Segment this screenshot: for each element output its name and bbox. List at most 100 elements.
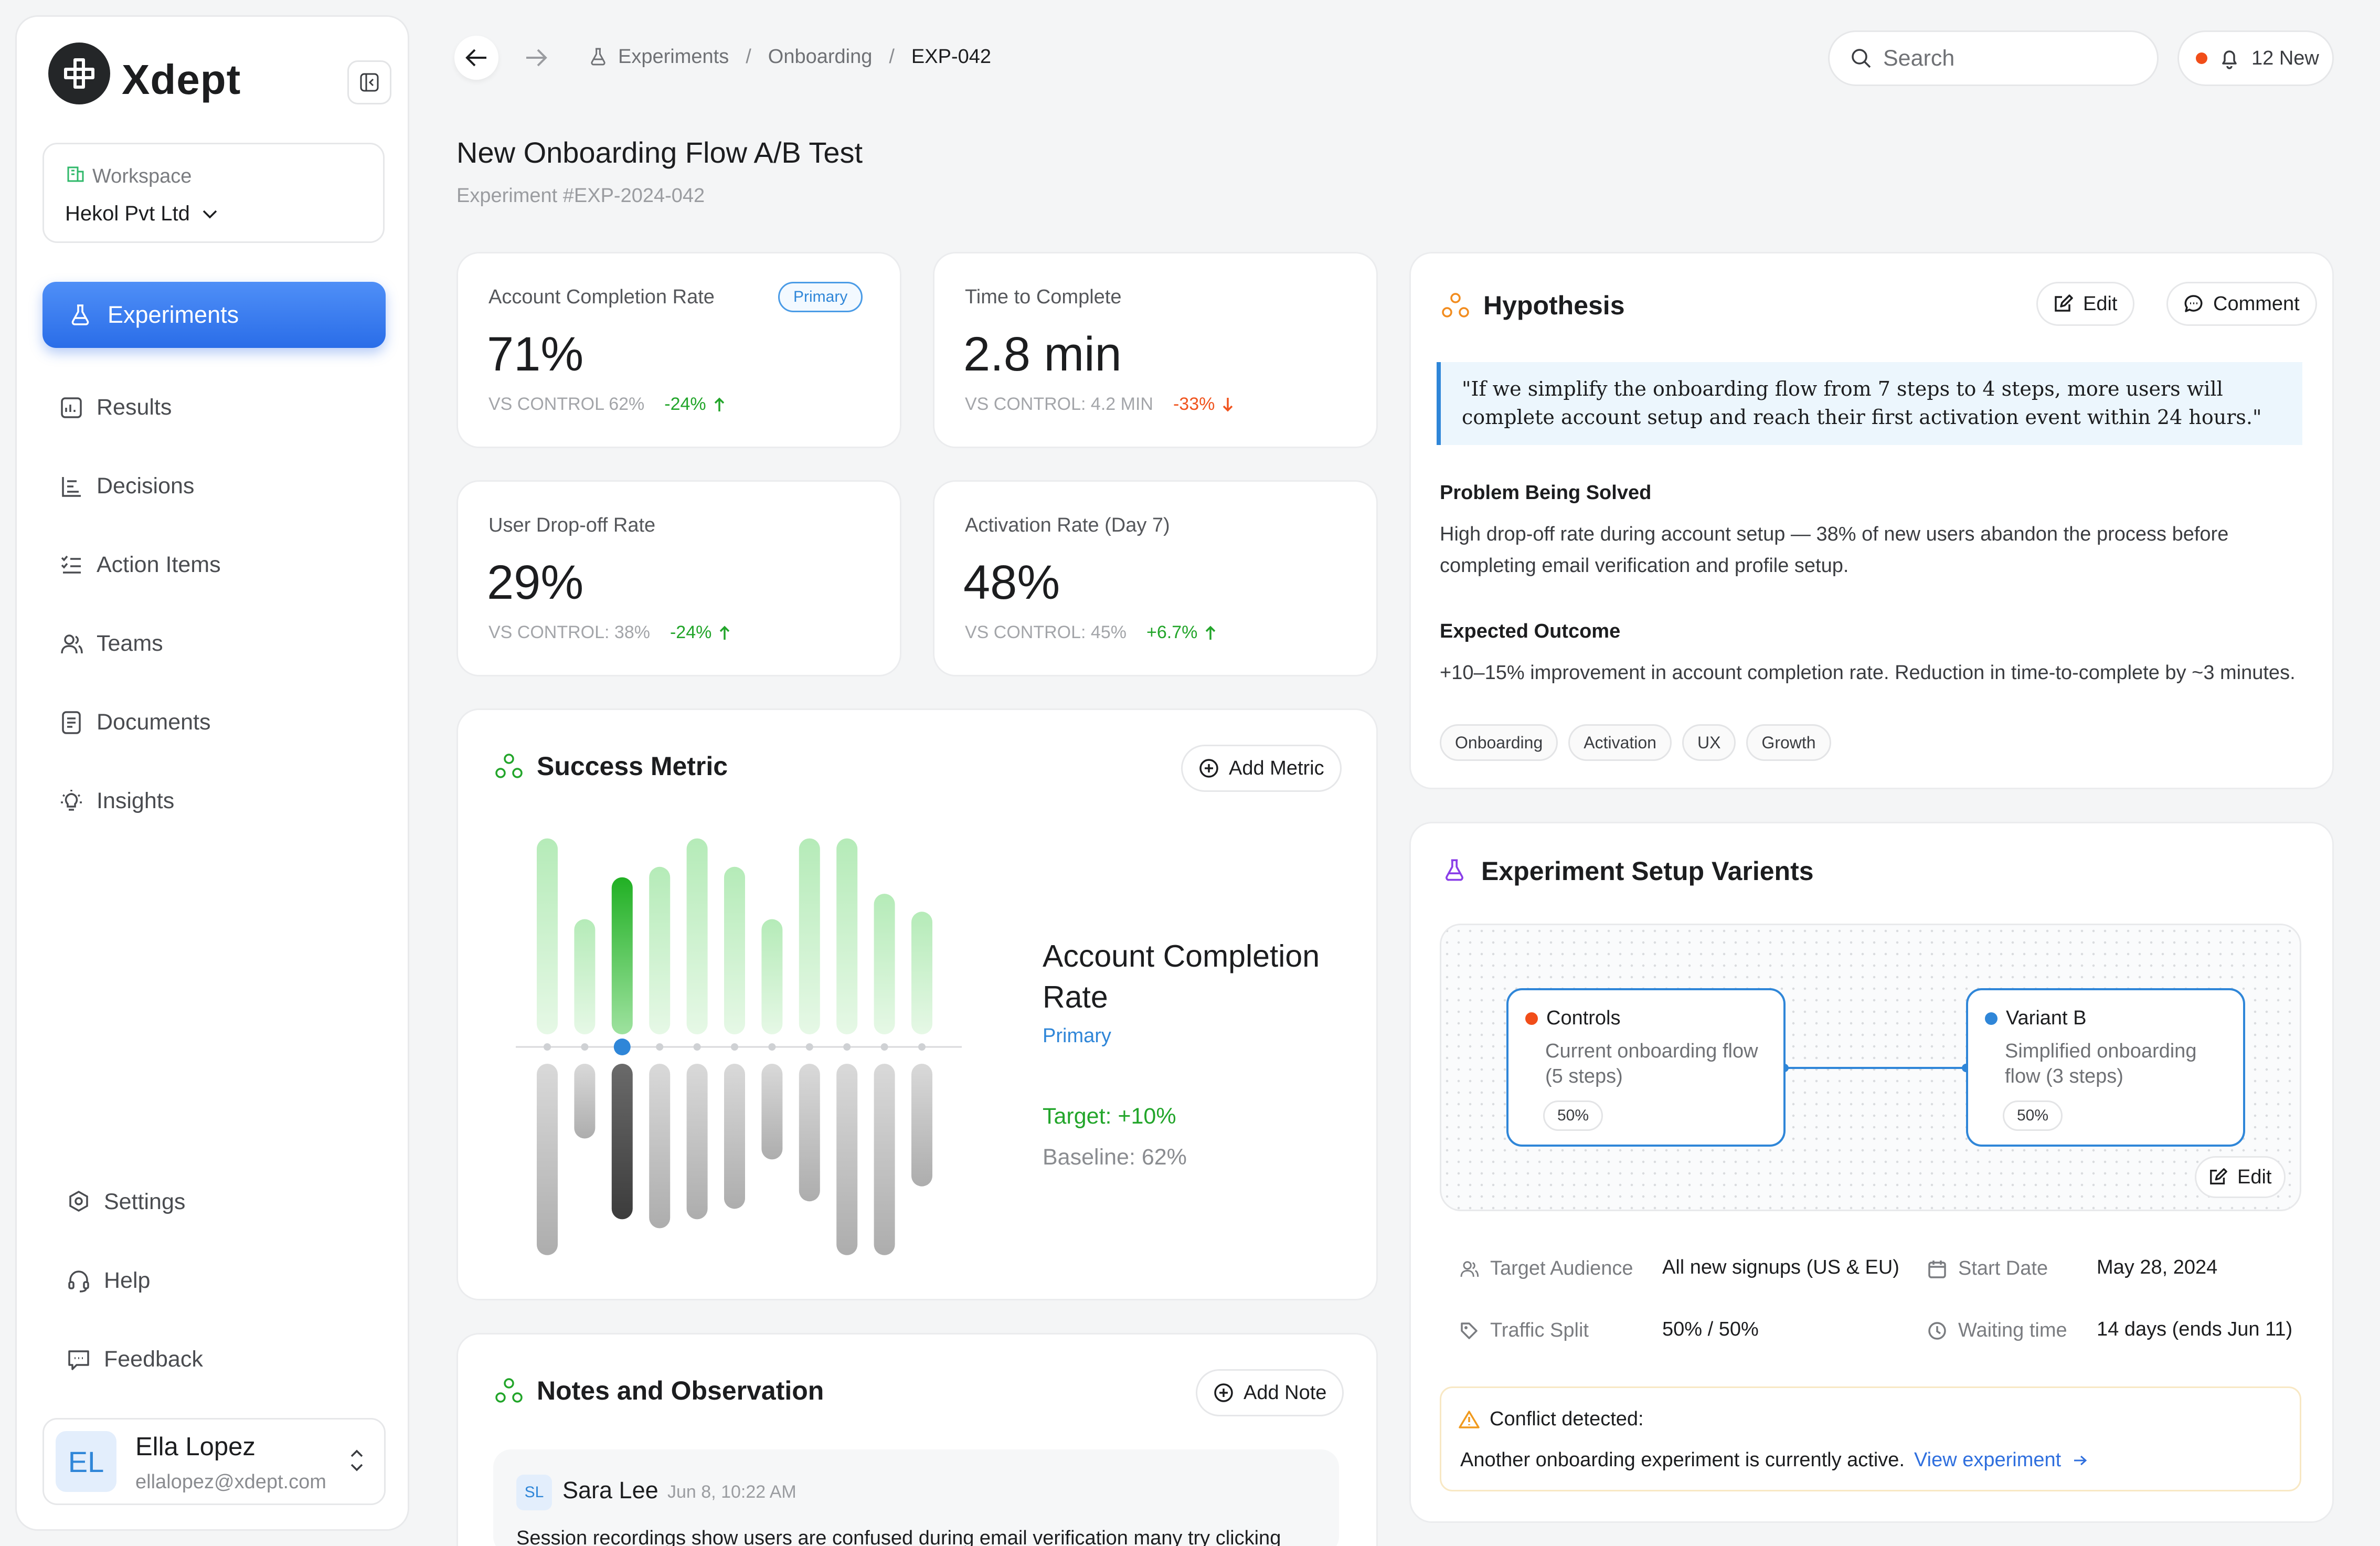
- metric-card-time-to-complete: Time to Complete 2.8 min VS CONTROL: 4.2…: [933, 252, 1378, 448]
- setup-title: Experiment Setup Varients: [1481, 856, 1814, 886]
- notifications-button[interactable]: 12 New: [2177, 30, 2334, 86]
- chart-bar-lower[interactable]: [761, 1064, 783, 1160]
- settings-icon: [69, 1190, 88, 1212]
- comment-button[interactable]: Comment: [2166, 282, 2317, 326]
- metric-delta-value: -33%: [1173, 394, 1215, 414]
- chart-bar-lower[interactable]: [799, 1064, 820, 1202]
- metric-label: Account Completion Rate: [488, 286, 715, 308]
- breadcrumb-item-onboarding[interactable]: Onboarding: [768, 45, 873, 68]
- variant-node-controls[interactable]: Controls Current onboarding flow (5 step…: [1506, 988, 1786, 1147]
- collapse-sidebar-button[interactable]: [347, 60, 391, 104]
- tag-ux[interactable]: UX: [1682, 724, 1736, 761]
- hypothesis-title: Hypothesis: [1483, 291, 1625, 320]
- chart-bar-upper[interactable]: [799, 838, 820, 1034]
- metric-target: Target: +10%: [1043, 1104, 1176, 1129]
- chart-bar-upper[interactable]: [911, 912, 932, 1034]
- chart-bar-lower[interactable]: [911, 1064, 932, 1187]
- view-experiment-link[interactable]: View experiment: [1914, 1449, 2088, 1471]
- chart-bar-upper[interactable]: [836, 838, 858, 1034]
- sidebar-item-experiments[interactable]: Experiments: [42, 282, 386, 348]
- sidebar-item-action-items[interactable]: Action Items: [59, 552, 221, 578]
- back-button[interactable]: [454, 36, 498, 80]
- sidebar-item-label: Experiments: [108, 301, 239, 328]
- sidebar-item-teams[interactable]: Teams: [59, 631, 163, 656]
- tag-onboarding[interactable]: Onboarding: [1440, 724, 1558, 761]
- calendar-icon: [1928, 1260, 1946, 1278]
- target-audience-value: All new signups (US & EU): [1662, 1256, 1899, 1278]
- user-profile-card[interactable]: EL Ella Lopez ellalopez@xdept.com: [42, 1418, 386, 1505]
- sidebar-item-label: Feedback: [104, 1347, 203, 1372]
- chart-bar-upper[interactable]: [761, 919, 783, 1034]
- success-metric-header: Success Metric: [495, 751, 728, 781]
- variant-name: Variant B: [2006, 1007, 2087, 1029]
- outcome-label: Expected Outcome: [1440, 620, 1621, 642]
- arrow-up-icon: [714, 397, 724, 411]
- workspace-selector[interactable]: Workspace Hekol Pvt Ltd: [42, 143, 385, 243]
- chart-bar-upper[interactable]: [686, 838, 708, 1034]
- metric-compare: VS CONTROL: 45%: [965, 622, 1127, 642]
- chart-bar-lower[interactable]: [649, 1064, 671, 1229]
- chart-bar-lower[interactable]: [836, 1064, 858, 1255]
- problem-text: High drop-off rate during account setup …: [1440, 523, 2229, 577]
- metric-baseline: Baseline: 62%: [1043, 1145, 1187, 1170]
- app-name: Xdept: [122, 56, 241, 103]
- chart-bar-upper[interactable]: [724, 866, 745, 1034]
- sidebar-item-label: Documents: [97, 710, 211, 735]
- add-note-button[interactable]: Add Note: [1196, 1369, 1344, 1416]
- metric-card-drop-off: User Drop-off Rate 29% VS CONTROL: 38% -…: [456, 480, 901, 676]
- sidebar-item-decisions[interactable]: Decisions: [59, 473, 194, 499]
- sidebar-item-insights[interactable]: Insights: [59, 788, 174, 814]
- success-metric-card: Success Metric Add Metric Account Comple…: [456, 708, 1378, 1300]
- metric-compare: VS CONTROL 62%: [488, 394, 645, 414]
- forward-button[interactable]: [514, 36, 558, 80]
- search-input[interactable]: Search: [1828, 30, 2159, 86]
- chart-bar-lower[interactable]: [537, 1064, 558, 1255]
- chart-bar-lower[interactable]: [574, 1064, 596, 1139]
- chart-bar-lower[interactable]: [611, 1064, 633, 1220]
- chart-bar-upper[interactable]: [537, 838, 558, 1034]
- target-audience-label: Target Audience: [1459, 1257, 1633, 1280]
- chart-bar-upper[interactable]: [649, 866, 671, 1034]
- chart-tick-marker: [843, 1043, 851, 1051]
- nodes-icon: [495, 754, 523, 778]
- chart-bar-lower[interactable]: [686, 1064, 708, 1220]
- sidebar-item-settings[interactable]: Settings: [66, 1189, 185, 1215]
- metric-value: 2.8 min: [963, 327, 1122, 381]
- chart-bar-upper[interactable]: [574, 919, 596, 1034]
- edit-button[interactable]: Edit: [2036, 282, 2135, 326]
- variant-name: Controls: [1546, 1007, 1621, 1029]
- nodes-icon: [1442, 293, 1469, 317]
- variant-node-b[interactable]: Variant B Simplified onboarding flow (3 …: [1966, 988, 2245, 1147]
- add-metric-button[interactable]: Add Metric: [1181, 745, 1342, 792]
- sidebar-item-feedback[interactable]: Feedback: [66, 1347, 203, 1372]
- edit-variants-button[interactable]: Edit: [2195, 1156, 2286, 1198]
- edit-icon: [2055, 294, 2073, 312]
- avatar: SL: [516, 1475, 552, 1510]
- tag-activation[interactable]: Activation: [1568, 724, 1672, 761]
- audience-icon: [1460, 1261, 1479, 1277]
- chart-bar-upper[interactable]: [874, 894, 895, 1034]
- variant-flow-canvas: Controls Current onboarding flow (5 step…: [1440, 924, 2301, 1211]
- sidebar-item-help[interactable]: Help: [66, 1268, 150, 1294]
- teams-icon: [61, 634, 83, 653]
- tag-growth[interactable]: Growth: [1746, 724, 1831, 761]
- conflict-title: Conflict detected:: [1458, 1408, 1644, 1431]
- sidebar-item-results[interactable]: Results: [59, 395, 172, 420]
- bell-icon: [2222, 50, 2237, 69]
- breadcrumb-item-experiments[interactable]: Experiments: [618, 45, 729, 68]
- add-metric-label: Add Metric: [1229, 757, 1324, 779]
- chart-bar-upper[interactable]: [611, 877, 633, 1034]
- warning-icon: [1459, 1410, 1480, 1428]
- chart-bar-lower[interactable]: [874, 1064, 895, 1255]
- logo-icon: [48, 43, 110, 104]
- chart-tick-marker: [581, 1043, 589, 1051]
- label-text: Start Date: [1958, 1257, 2048, 1279]
- note-author: Sara Lee: [562, 1477, 658, 1503]
- metric-label: User Drop-off Rate: [488, 514, 656, 536]
- clock-icon: [1928, 1321, 1946, 1340]
- metric-card-activation: Activation Rate (Day 7) 48% VS CONTROL: …: [933, 480, 1378, 676]
- chevron-down-icon: [203, 210, 217, 218]
- sidebar-item-documents[interactable]: Documents: [59, 710, 210, 735]
- chart-bar-lower[interactable]: [724, 1064, 745, 1209]
- problem-label: Problem Being Solved: [1440, 482, 1652, 504]
